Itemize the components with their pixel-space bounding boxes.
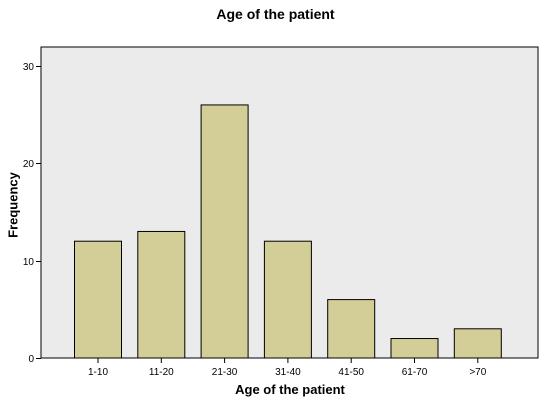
- bar: [453, 328, 502, 359]
- bar: [200, 104, 249, 359]
- x-tick-label: 21-30: [212, 367, 238, 378]
- x-tick-label: 31-40: [275, 367, 301, 378]
- bar: [390, 338, 439, 359]
- x-tick-label: 61-70: [402, 367, 428, 378]
- x-tick-label: >70: [469, 367, 486, 378]
- x-axis-label: Age of the patient: [235, 382, 345, 397]
- x-tick-label: 41-50: [338, 367, 364, 378]
- bar: [74, 240, 122, 359]
- bar: [327, 299, 376, 359]
- x-tick-label: 11-20: [149, 367, 174, 378]
- x-tick-label: 1-10: [88, 367, 108, 378]
- y-tick-label: 0: [28, 354, 34, 365]
- y-tick-label: 30: [23, 62, 35, 73]
- chart-title: Age of the patient: [216, 6, 335, 22]
- bar: [263, 240, 312, 359]
- y-tick-label: 10: [23, 257, 35, 268]
- y-tick-label: 20: [23, 159, 35, 170]
- bar: [137, 230, 186, 359]
